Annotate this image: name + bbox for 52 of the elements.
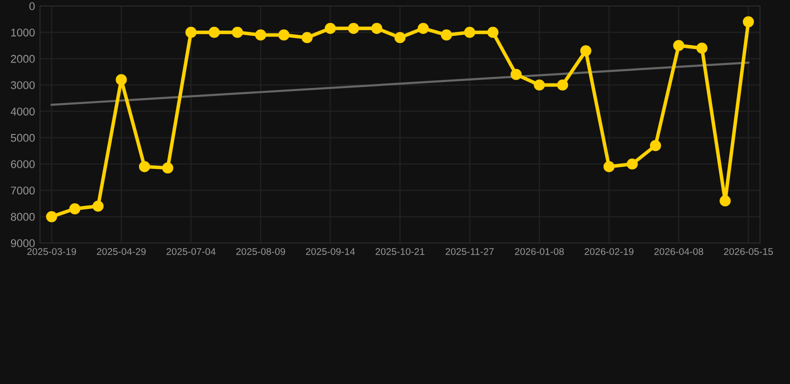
point: [580, 45, 592, 56]
point: [185, 26, 197, 38]
point: [208, 26, 220, 38]
y-tick-label: 5000: [10, 134, 35, 142]
y-tick-label: 0: [29, 2, 35, 10]
point: [394, 32, 406, 44]
x-tick-label: 2025-11-27: [446, 248, 494, 255]
point: [302, 32, 313, 44]
x-tick-label: 2025-03-19: [27, 248, 76, 255]
point: [650, 140, 662, 152]
x-tick-label: 2025-08-09: [236, 248, 286, 255]
y-tick-label: 2000: [10, 54, 35, 63]
point: [626, 158, 638, 170]
point: [116, 74, 127, 86]
point: [162, 162, 174, 174]
y-tick-label: 7000: [10, 186, 35, 194]
x-tick-label: 2026-05-15: [724, 248, 773, 255]
point: [324, 22, 336, 34]
x-tick-label: 2025-07-04: [166, 248, 216, 255]
point: [464, 26, 476, 38]
y-tick-label: 1000: [11, 28, 35, 36]
point: [46, 211, 58, 222]
point: [92, 200, 104, 212]
point: [255, 29, 266, 41]
point: [348, 22, 360, 34]
x-tick-label: 2025-10-21: [376, 248, 424, 255]
point: [696, 42, 708, 54]
x-tick-label: 2025-09-14: [306, 248, 355, 255]
y-tick-label: 4000: [10, 108, 35, 116]
point: [418, 22, 429, 34]
y-tick-label: 9000: [10, 239, 35, 248]
y-tick-label: 3000: [10, 81, 35, 90]
point: [510, 68, 522, 80]
y-tick-label: 6000: [10, 160, 35, 168]
point: [278, 29, 290, 41]
point: [557, 79, 568, 91]
point: [371, 22, 382, 34]
point: [232, 26, 243, 38]
point: [742, 16, 754, 28]
point: [487, 26, 498, 38]
x-tick-label: 2026-01-08: [514, 248, 564, 255]
point: [534, 79, 545, 91]
x-tick-label: 2026-04-08: [654, 248, 704, 255]
point: [69, 203, 80, 214]
point: [603, 161, 615, 172]
point: [673, 40, 684, 52]
point: [720, 195, 731, 206]
x-tick-label: 2025-04-29: [96, 248, 146, 255]
point: [138, 161, 150, 172]
x-tick-label: 2026-02-19: [584, 248, 634, 255]
y-tick-label: 8000: [10, 212, 35, 221]
point: [440, 29, 452, 41]
